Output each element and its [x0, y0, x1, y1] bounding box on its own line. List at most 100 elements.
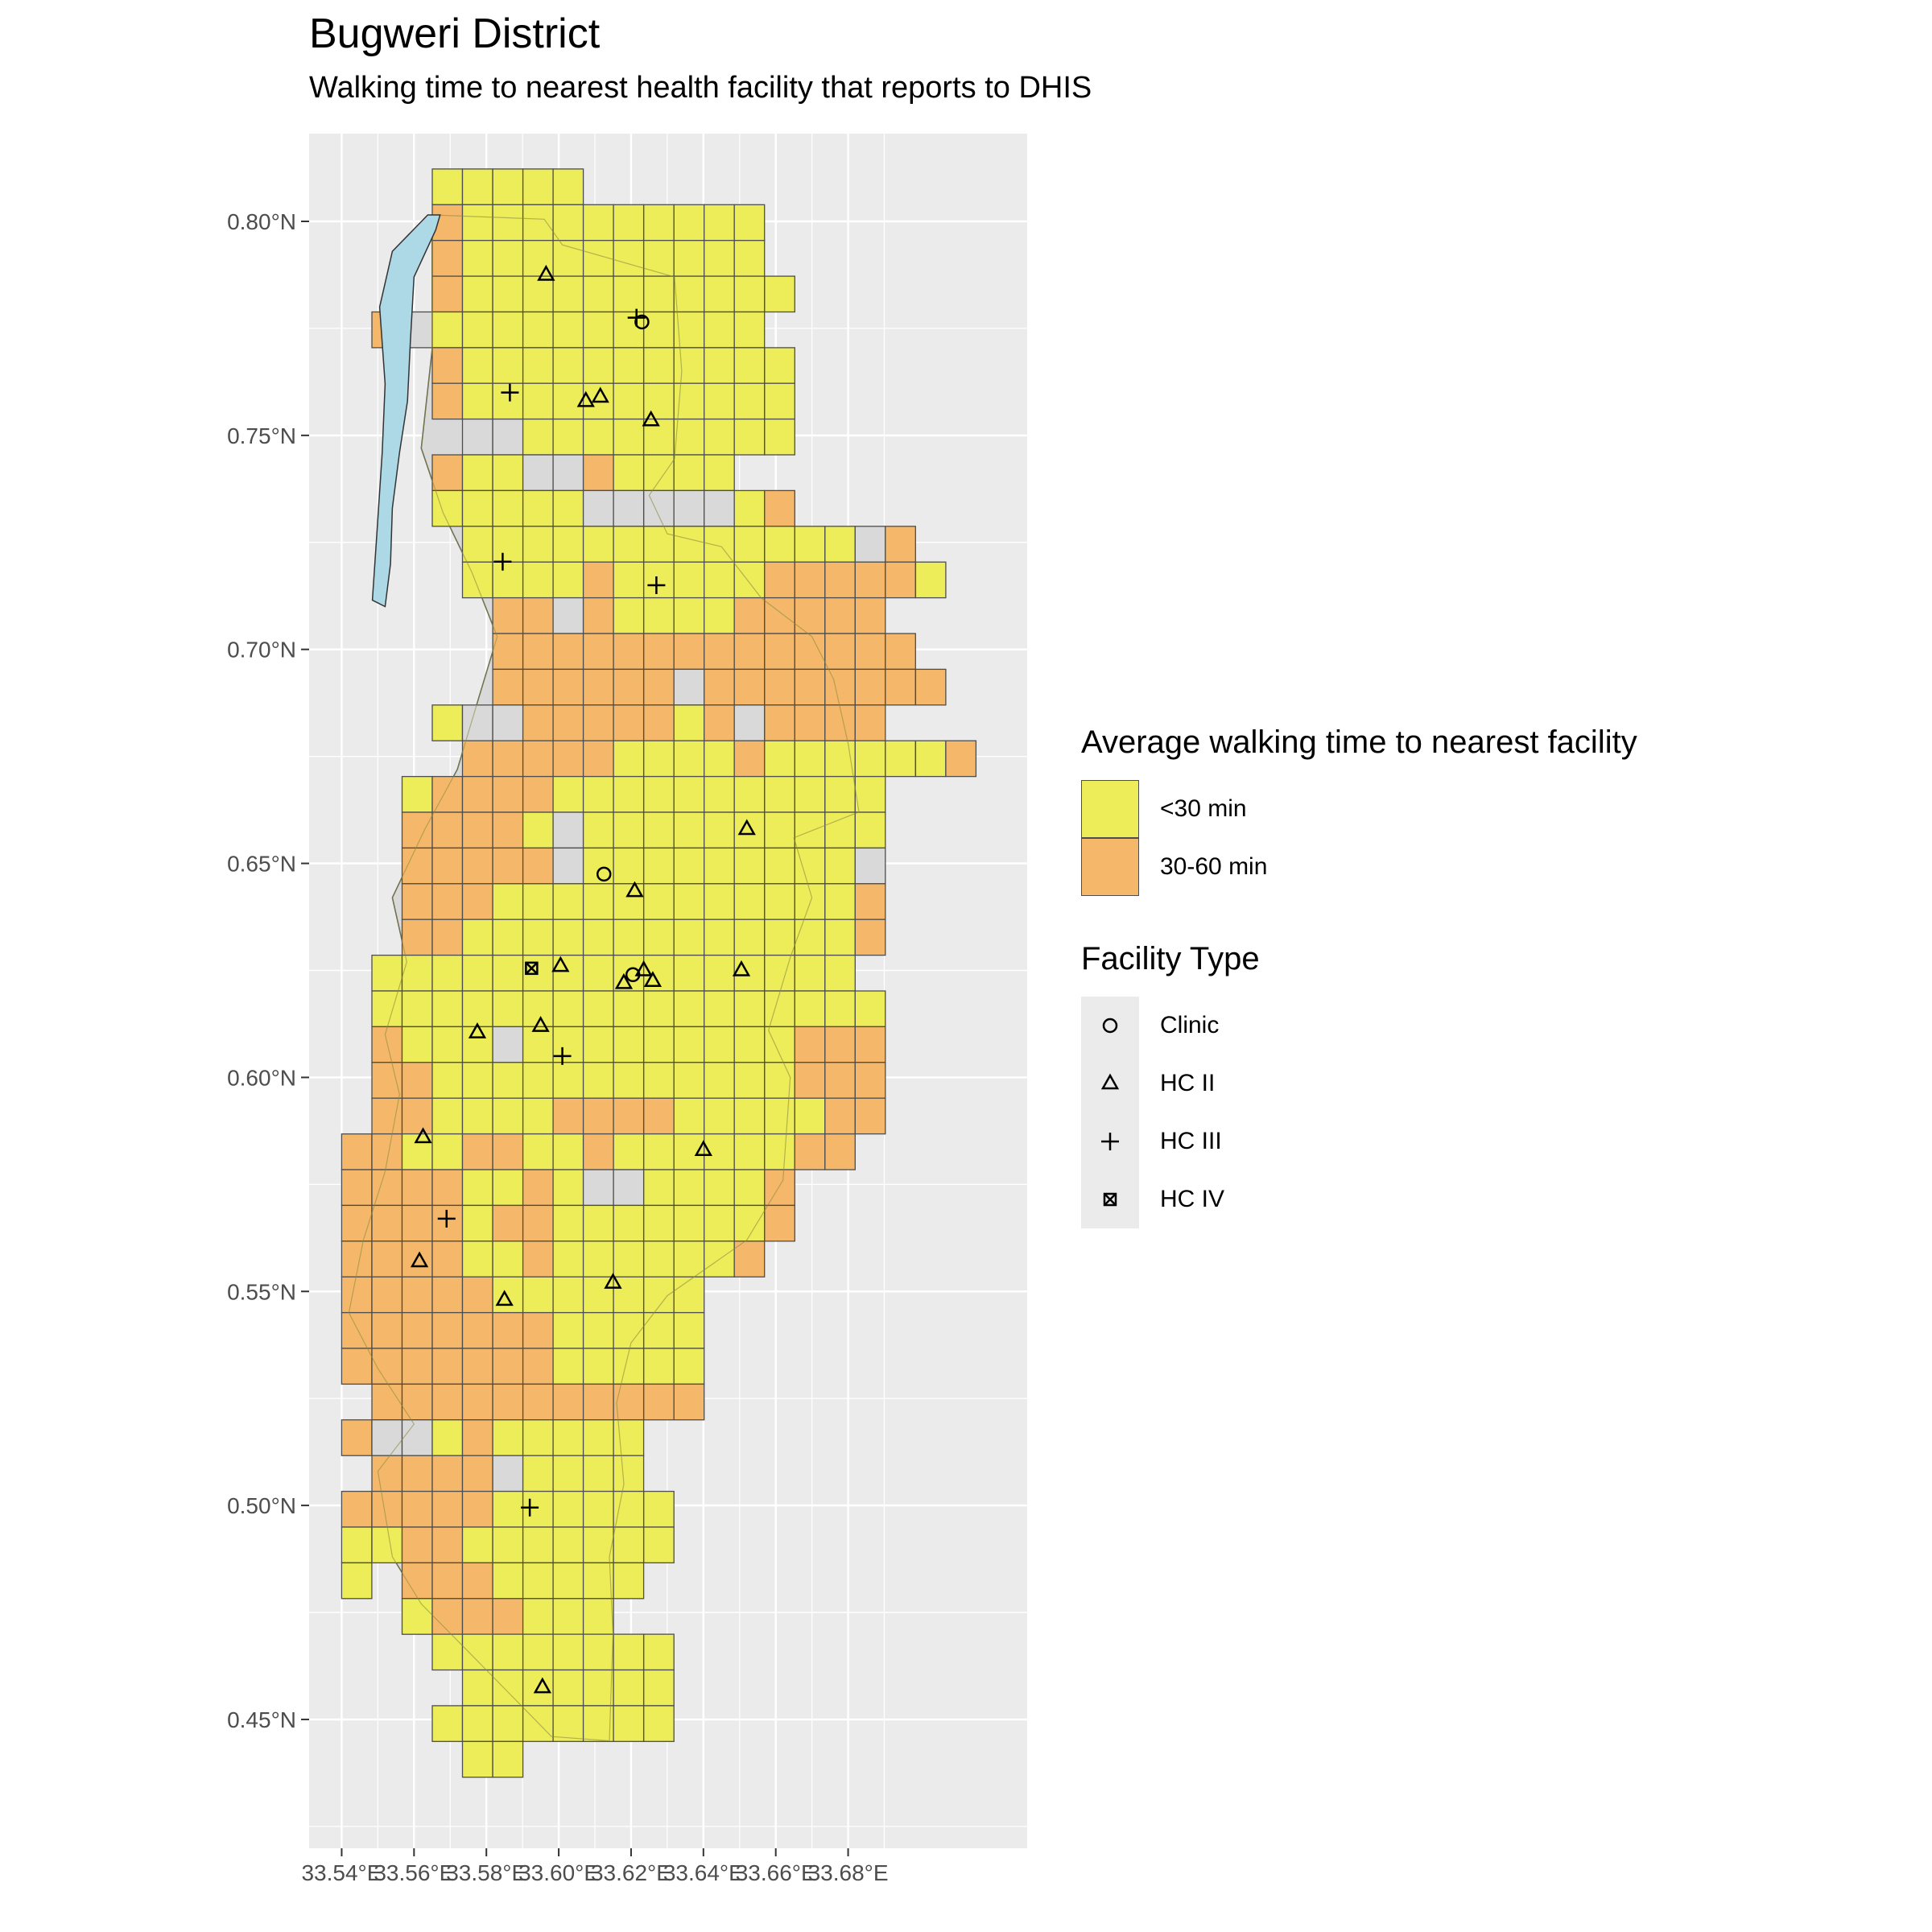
cell-lt30: [582, 1705, 614, 1742]
cell-lt30: [461, 1169, 493, 1207]
cell-lt30: [461, 489, 493, 527]
boxed-x-icon: [1103, 1192, 1117, 1207]
cell-lt30: [673, 240, 705, 277]
cell-lt30: [492, 1097, 524, 1135]
cell-lt30: [461, 954, 493, 992]
cell-lt30: [461, 1062, 493, 1099]
cell-lt30: [704, 382, 735, 420]
cell-lt30: [643, 1311, 675, 1349]
cell-30to60: [431, 240, 464, 277]
cell-lt30: [552, 561, 584, 599]
cell-lt30: [492, 489, 524, 527]
cell-lt30: [643, 883, 675, 920]
cell-lt30: [522, 204, 554, 242]
cell-lt30: [764, 347, 795, 384]
cell-30to60: [341, 1276, 373, 1314]
cell-lt30: [552, 275, 584, 313]
cell-lt30: [371, 990, 403, 1028]
cell-30to60: [613, 633, 645, 671]
cell-30to60: [341, 1169, 373, 1207]
cell-lt30: [492, 204, 524, 242]
cell-lt30: [673, 597, 705, 634]
cell-lt30: [914, 740, 947, 778]
cell-lt30: [733, 382, 766, 420]
cell-lt30: [431, 168, 464, 205]
cell-30to60: [371, 1133, 403, 1170]
cell-no-data: [461, 418, 493, 456]
cell-no-data: [643, 489, 675, 527]
x-tick-label: 33.54°E: [301, 1860, 382, 1885]
cell-30to60: [522, 668, 554, 706]
cell-30to60: [885, 668, 916, 706]
cell-lt30: [552, 990, 584, 1028]
cell-lt30: [704, 775, 735, 813]
shape-legend-label: HC IV: [1160, 1186, 1225, 1212]
hc2-marker: [468, 1022, 487, 1038]
cell-lt30: [613, 275, 645, 313]
cell-lt30: [673, 847, 705, 885]
cell-lt30: [552, 1133, 584, 1170]
cell-lt30: [431, 954, 464, 992]
cell-30to60: [794, 1062, 826, 1099]
cell-30to60: [461, 740, 493, 778]
cell-lt30: [854, 775, 886, 813]
cell-lt30: [431, 1633, 464, 1671]
cell-lt30: [673, 526, 705, 563]
cell-lt30: [764, 811, 795, 849]
hc2-marker: [414, 1127, 432, 1144]
cell-lt30: [613, 454, 645, 492]
cell-lt30: [582, 1311, 614, 1349]
cell-lt30: [582, 1241, 614, 1278]
cell-30to60: [431, 347, 464, 384]
cell-lt30: [431, 1705, 464, 1742]
cell-30to60: [582, 1383, 614, 1421]
cell-lt30: [492, 1490, 524, 1528]
cell-30to60: [461, 1311, 493, 1349]
shape-legend-item-hc4: HC IV: [1081, 1170, 1773, 1228]
cell-30to60: [704, 668, 735, 706]
cell-lt30: [582, 275, 614, 313]
cell-30to60: [401, 1097, 433, 1135]
cell-30to60: [552, 1383, 584, 1421]
cell-lt30: [461, 1241, 493, 1278]
cell-lt30: [522, 1097, 554, 1135]
cell-lt30: [582, 347, 614, 384]
cell-30to60: [492, 847, 524, 885]
cell-lt30: [492, 1062, 524, 1099]
cell-lt30: [643, 240, 675, 277]
cell-30to60: [371, 1204, 403, 1242]
cell-30to60: [371, 1241, 403, 1278]
cell-lt30: [764, 883, 795, 920]
cell-lt30: [461, 1669, 493, 1707]
hc2-marker: [495, 1290, 514, 1307]
cell-no-data: [461, 704, 493, 741]
cell-lt30: [431, 704, 464, 741]
cell-30to60: [854, 597, 886, 634]
cell-lt30: [733, 811, 766, 849]
cell-lt30: [704, 990, 735, 1028]
cell-lt30: [733, 775, 766, 813]
cell-30to60: [341, 1490, 373, 1528]
cell-lt30: [582, 526, 614, 563]
cell-lt30: [733, 311, 766, 349]
cell-lt30: [794, 775, 826, 813]
cell-lt30: [673, 954, 705, 992]
cell-lt30: [552, 311, 584, 349]
cell-lt30: [673, 1276, 705, 1314]
x-tick-label: 33.58°E: [446, 1860, 526, 1885]
cell-30to60: [371, 1490, 403, 1528]
cell-lt30: [673, 740, 705, 778]
cell-lt30: [522, 311, 554, 349]
cell-30to60: [552, 668, 584, 706]
cell-30to60: [522, 847, 554, 885]
cell-30to60: [461, 1348, 493, 1385]
y-tick-label: 0.60°N: [227, 1065, 296, 1090]
cell-lt30: [733, 347, 766, 384]
cell-30to60: [431, 1276, 464, 1314]
cell-lt30: [733, 919, 766, 956]
cell-30to60: [431, 883, 464, 920]
cell-lt30: [522, 489, 554, 527]
cell-lt30: [522, 347, 554, 384]
cell-lt30: [824, 883, 856, 920]
cell-30to60: [461, 1383, 493, 1421]
